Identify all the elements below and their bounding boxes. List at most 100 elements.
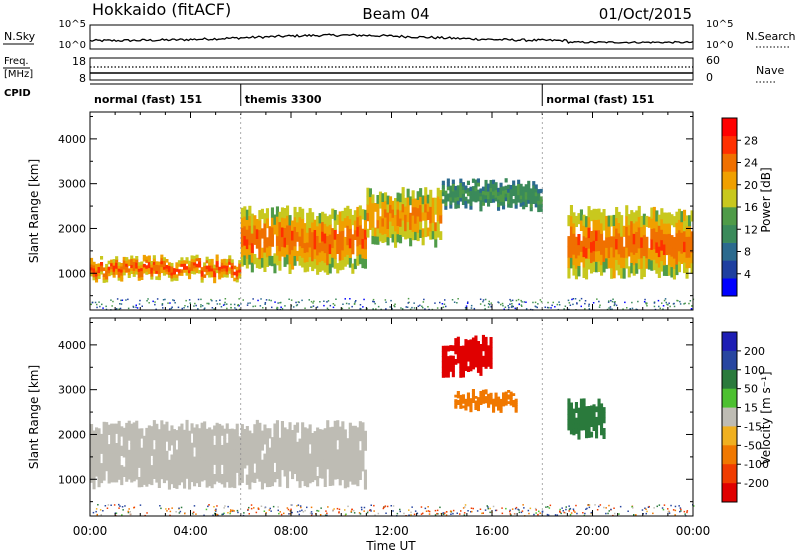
echo-cell xyxy=(318,232,322,243)
echo-speckle xyxy=(445,514,448,516)
echo-cell xyxy=(195,443,199,454)
echo-cell xyxy=(587,258,591,270)
echo-cell xyxy=(333,210,337,221)
echo-cell xyxy=(466,350,470,357)
echo-cell xyxy=(135,271,139,275)
echo-cell xyxy=(600,403,604,410)
echo-speckle xyxy=(463,512,466,514)
power-colorbar-tick: 4 xyxy=(744,268,751,281)
echo-cell xyxy=(627,224,631,236)
echo-speckle xyxy=(487,303,490,305)
echo-cell xyxy=(258,229,262,240)
echo-cell xyxy=(280,440,284,451)
echo-cell xyxy=(331,436,335,447)
echo-speckle xyxy=(122,509,124,511)
echo-cell xyxy=(487,396,491,399)
echo-cell xyxy=(426,211,430,220)
echo-cell xyxy=(228,477,232,488)
echo-speckle xyxy=(372,298,375,301)
echo-cell xyxy=(210,264,214,269)
echo-cell xyxy=(258,248,262,260)
echo-cell xyxy=(301,451,305,462)
echo-speckle xyxy=(470,307,473,309)
echo-cell xyxy=(301,470,305,482)
echo-cell xyxy=(338,230,342,242)
echo-cell xyxy=(409,229,413,239)
echo-cell xyxy=(474,407,478,410)
echo-cell xyxy=(484,396,488,399)
echo-cell xyxy=(464,189,468,194)
echo-cell xyxy=(105,278,109,283)
echo-cell xyxy=(356,216,360,227)
echo-cell xyxy=(454,401,458,405)
echo-cell xyxy=(660,218,664,230)
echo-cell xyxy=(200,461,204,472)
echo-cell xyxy=(258,461,262,472)
echo-cell xyxy=(567,246,571,258)
echo-cell xyxy=(439,206,443,216)
echo-cell xyxy=(461,398,465,402)
echo-speckle xyxy=(207,302,210,305)
echo-cell xyxy=(306,261,310,272)
echo-cell xyxy=(115,462,119,473)
echo-cell xyxy=(652,227,656,239)
echo-speckle xyxy=(347,505,349,508)
echo-cell xyxy=(117,459,121,471)
echo-cell xyxy=(637,205,641,217)
echo-cell xyxy=(569,428,573,435)
echo-speckle xyxy=(353,512,356,514)
echo-cell xyxy=(293,206,297,218)
echo-speckle xyxy=(193,305,195,307)
echo-cell xyxy=(218,443,222,454)
echo-cell xyxy=(416,215,420,225)
echo-cell xyxy=(150,426,154,437)
echo-cell xyxy=(225,262,229,266)
echo-cell xyxy=(306,447,310,459)
echo-cell xyxy=(376,236,380,245)
echo-cell xyxy=(130,261,134,266)
echo-cell xyxy=(524,202,528,208)
echo-cell xyxy=(225,268,229,272)
echo-cell xyxy=(476,408,480,412)
echo-cell xyxy=(471,393,475,397)
echo-cell xyxy=(587,411,591,417)
echo-speckle xyxy=(582,512,584,514)
echo-speckle xyxy=(679,303,682,305)
echo-cell xyxy=(100,270,104,275)
echo-cell xyxy=(92,261,96,266)
echo-cell xyxy=(411,198,415,208)
echo-cell xyxy=(650,207,654,219)
echo-cell xyxy=(667,222,671,234)
echo-cell xyxy=(464,407,468,411)
echo-speckle xyxy=(363,506,366,509)
echo-cell xyxy=(250,472,254,483)
echo-cell xyxy=(632,243,636,255)
echo-cell xyxy=(585,226,589,238)
echo-speckle xyxy=(127,511,130,514)
echo-cell xyxy=(95,427,99,438)
echo-cell xyxy=(600,408,604,415)
echo-cell xyxy=(265,476,269,488)
echo-cell xyxy=(155,452,159,464)
echo-speckle xyxy=(525,308,528,310)
echo-cell xyxy=(662,223,666,235)
echo-cell xyxy=(255,449,259,460)
echo-speckle xyxy=(171,507,173,509)
echo-cell xyxy=(514,407,518,411)
echo-speckle xyxy=(369,509,371,512)
echo-cell xyxy=(253,424,257,435)
echo-cell xyxy=(162,472,166,484)
echo-cell xyxy=(657,266,661,278)
echo-cell xyxy=(461,356,465,362)
echo-speckle xyxy=(295,304,298,307)
echo-cell xyxy=(489,347,493,354)
echo-cell xyxy=(607,257,611,269)
echo-speckle xyxy=(344,514,347,516)
echo-cell xyxy=(502,403,506,407)
echo-cell xyxy=(268,467,272,478)
echo-speckle xyxy=(113,504,116,506)
echo-speckle xyxy=(588,504,591,506)
echo-speckle xyxy=(456,302,458,304)
echo-speckle xyxy=(155,308,157,311)
